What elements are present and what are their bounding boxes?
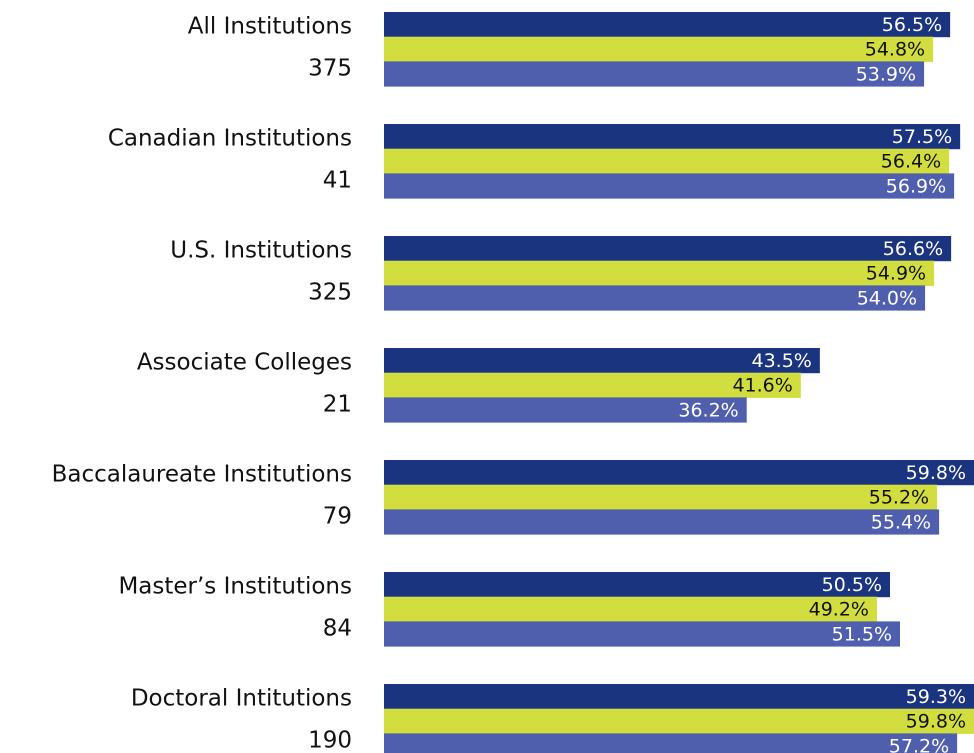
value-label: 54.0% [857,287,917,309]
value-label: 41.6% [732,375,792,397]
value-label: 55.2% [869,487,929,509]
category-count: 21 [323,392,352,418]
value-label: 59.3% [906,686,966,708]
category-label: Canadian Institutions [108,126,352,152]
bar [384,12,951,38]
category-label: Doctoral Intitutions [131,686,352,712]
bar [384,733,958,753]
category-count: 79 [323,504,352,530]
category-count: 325 [308,280,352,306]
value-label: 53.9% [856,63,916,85]
bar [384,596,877,622]
value-label: 55.4% [871,511,931,533]
bar [384,236,952,262]
value-label: 43.5% [752,350,812,372]
bar [384,684,974,710]
value-label: 59.8% [906,462,966,484]
value-label: 54.8% [865,39,925,61]
bar [384,484,938,510]
value-label: 56.9% [886,175,946,197]
bar [384,260,935,286]
bar [384,572,891,598]
value-label: 56.5% [882,14,942,36]
category-label: Baccalaureate Institutions [52,462,352,488]
value-label: 51.5% [832,623,892,645]
category-label: Associate Colleges [137,350,352,376]
value-label: 49.2% [809,599,869,621]
category-count: 375 [308,56,352,82]
value-label: 59.8% [906,711,966,733]
bar [384,509,940,535]
category-label: Master’s Institutions [118,574,352,600]
bar [384,124,961,150]
value-label: 36.2% [678,399,738,421]
category-label: U.S. Institutions [170,238,352,264]
bar [384,621,901,647]
bar [384,173,955,199]
value-label: 56.6% [883,238,943,260]
bar [384,460,974,486]
value-label: 54.9% [866,263,926,285]
category-count: 84 [323,616,352,642]
value-label: 50.5% [822,574,882,596]
bar [384,61,925,87]
bar [384,148,950,174]
value-label: 57.5% [892,126,952,148]
bar [384,708,974,734]
bar [384,36,934,62]
category-label: All Institutions [188,14,352,40]
bar [384,348,820,374]
category-count: 190 [308,728,352,753]
bar [384,285,926,311]
bar [384,372,801,398]
bar [384,397,747,423]
value-label: 56.4% [881,151,941,173]
value-label: 57.2% [889,735,949,753]
category-count: 41 [323,168,352,194]
